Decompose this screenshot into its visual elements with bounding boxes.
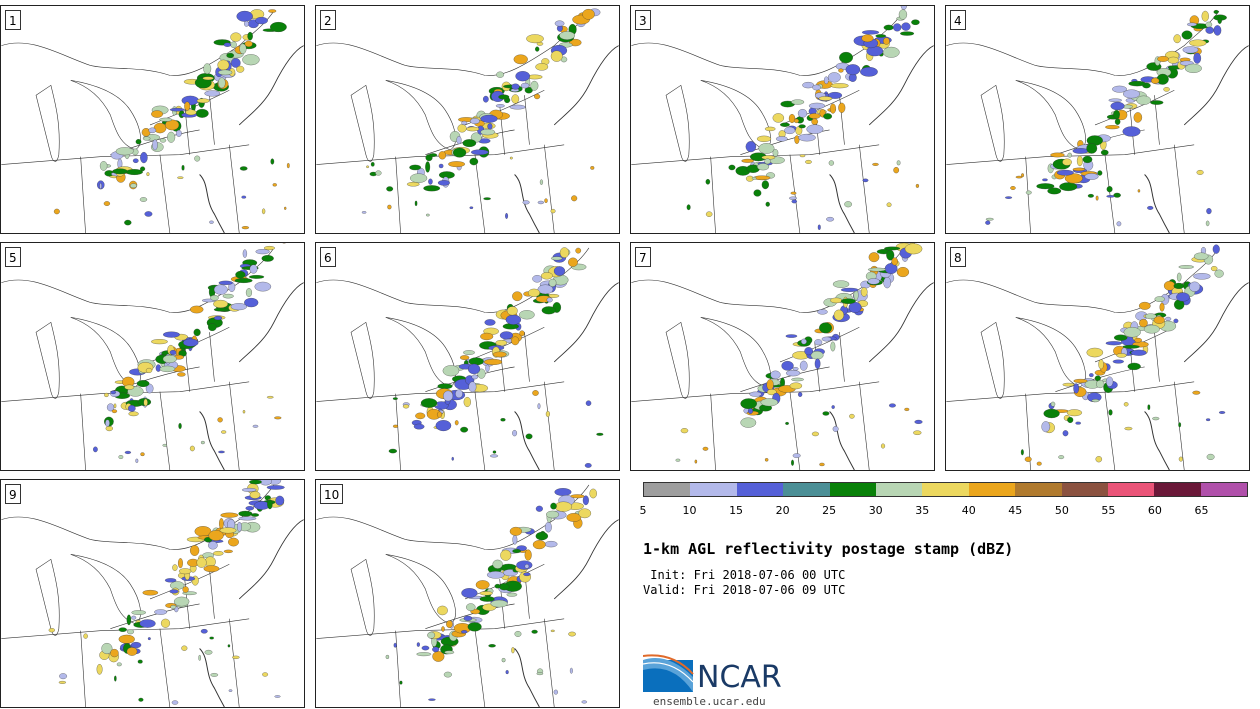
colorbar-segment [644,483,691,496]
colorbar-tick-label: 40 [961,504,976,517]
member-panel-10: 10 [315,479,620,708]
member-panel-3: 3 [630,5,935,234]
colorbar-segment [736,483,784,496]
member-panel-6: 6 [315,242,620,471]
member-number: 9 [5,484,21,504]
valid-time: Valid: Fri 2018-07-06 09 UTC [643,583,846,597]
member-number: 4 [950,10,966,30]
colorbar-segment [690,483,737,496]
colorbar-tick-label: 10 [682,504,697,517]
member-panel-5: 5 [0,242,305,471]
colorbar-tick-label: 30 [868,504,883,517]
colorbar-tick-label: 20 [775,504,790,517]
colorbar-segment [1061,483,1108,496]
colorbar-tick-label: 60 [1147,504,1162,517]
colorbar-segment [875,483,923,496]
figure-title: 1-km AGL reflectivity postage stamp (dBZ… [643,540,1014,558]
logo-url: ensemble.ucar.edu [653,695,766,708]
colorbar-segment [1154,483,1201,496]
ncar-logo-text: NCAR [697,660,782,695]
member-number: 6 [320,247,336,267]
member-panel-2: 2 [315,5,620,234]
member-number: 5 [5,247,21,267]
member-panel-9: 9 [0,479,305,708]
colorbar-tick-label: 65 [1194,504,1209,517]
colorbar-tick-label: 45 [1008,504,1023,517]
member-number: 1 [5,10,21,30]
colorbar-segment [829,483,876,496]
colorbar-tick-label: 5 [639,504,647,517]
member-number: 10 [320,484,344,504]
colorbar-tick-label: 50 [1054,504,1069,517]
member-panel-4: 4 [945,5,1250,234]
colorbar-tick-label: 15 [729,504,744,517]
colorbar-segment [1200,483,1248,496]
reflectivity-colorbar [643,482,1248,497]
colorbar-segment [1107,483,1155,496]
colorbar-segment [968,483,1016,496]
ncar-logo-icon [643,654,694,692]
init-time: Init: Fri 2018-07-06 00 UTC [643,568,846,582]
colorbar-segment [922,483,969,496]
member-panel-1: 1 [0,5,305,234]
colorbar-tick-label: 55 [1101,504,1116,517]
colorbar-segment [1015,483,1062,496]
colorbar-segment [783,483,830,496]
member-panel-8: 8 [945,242,1250,471]
member-number: 8 [950,247,966,267]
member-number: 3 [635,10,651,30]
colorbar-tick-label: 35 [915,504,930,517]
member-panel-7: 7 [630,242,935,471]
member-number: 7 [635,247,651,267]
colorbar-ticks: 5 10 15 20 25 30 35 40 45 50 55 60 65 [639,504,1248,518]
member-number: 2 [320,10,336,30]
colorbar-tick-label: 25 [822,504,837,517]
